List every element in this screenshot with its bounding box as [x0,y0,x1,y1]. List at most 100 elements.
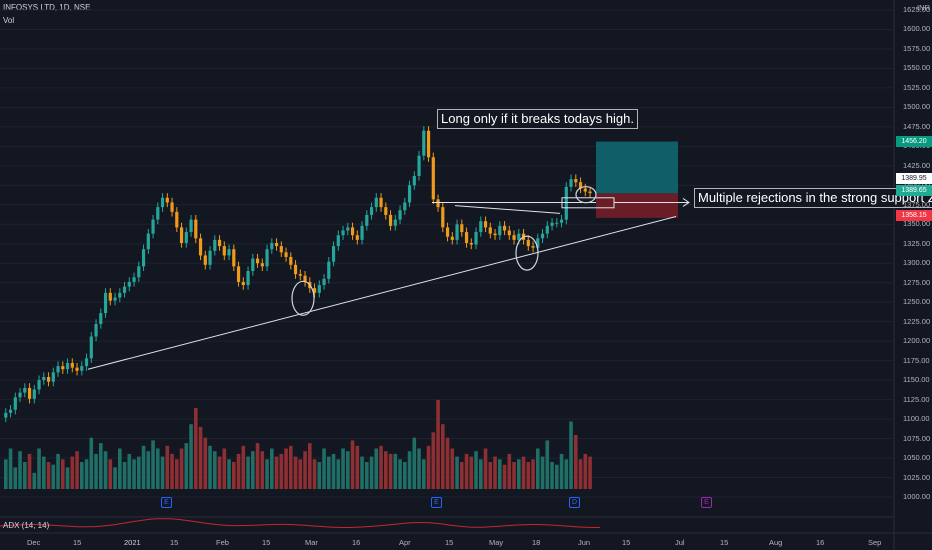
candle-body [118,292,122,298]
rejection-note-annotation[interactable]: Multiple rejections in the strong suppor… [694,188,932,208]
volume-bar [156,448,160,489]
candle-body [517,233,521,240]
candle-body [298,274,302,276]
candle-body [56,366,60,373]
earnings-icon[interactable]: E [431,497,442,508]
volume-bar [303,451,307,489]
candle-body [32,389,36,399]
arrow-head-icon [682,198,690,207]
price-tag: 1389.65 [896,185,932,196]
volume-bar [403,462,407,489]
time-tick-label: Mar [305,538,318,547]
volume-bar [550,462,554,489]
candle-body [365,214,369,226]
volume-bar [355,445,360,489]
candle-body [70,362,74,368]
candle-body [13,397,17,410]
earnings-icon[interactable]: E [161,497,172,508]
volume-label[interactable]: Vol [3,16,15,25]
volume-bar [298,459,303,489]
candle-body [27,387,32,399]
candle-body [122,286,127,293]
time-tick-label: 2021 [124,538,141,547]
candle-body [550,222,554,226]
candle-body [141,249,146,267]
volume-bar [531,459,535,489]
earnings-icon[interactable]: E [701,497,712,508]
volume-bar [460,462,464,489]
time-tick-label: 15 [622,538,631,547]
volume-bar [474,451,478,489]
candle-body [569,179,573,187]
dividend-icon[interactable]: D [569,497,580,508]
price-tick-label: 1600.00 [903,24,931,34]
long-note-annotation[interactable]: Long only if it breaks todays high. [437,109,638,129]
candle-body [393,219,397,226]
candle-body [189,219,193,233]
volume-bar [170,453,174,489]
price-tick-label: 1050.00 [903,453,931,463]
candle-body [341,230,345,236]
volume-bar [483,448,488,489]
volume-bar [255,443,260,489]
candle-body [279,246,283,253]
price-tick-label: 1350.00 [903,219,931,229]
price-tick-label: 1425.00 [903,160,931,170]
candle-body [336,235,340,247]
volume-bar [369,456,374,489]
volume-bar [108,459,113,489]
price-tick-label: 1475.00 [903,121,931,131]
volume-bar [327,456,331,489]
candle-body [331,246,336,262]
volume-bar [236,453,241,489]
time-tick-label: Aug [769,538,783,547]
candle-body [412,175,416,186]
candle-body [293,264,298,275]
time-tick-label: 15 [73,538,82,547]
price-tick-label: 1400.00 [903,180,930,189]
volume-bar [559,453,564,489]
volume-bar [293,456,298,489]
volume-bar [317,462,322,489]
volume-bar [512,462,516,489]
candle-body [255,258,260,264]
candle-body [498,225,502,236]
volume-bar [222,448,227,489]
candle-body [512,235,516,240]
candle-body [312,288,317,293]
volume-bar [588,456,592,489]
volume-bar [127,453,132,489]
volume-bar [517,459,521,489]
candle-body [127,281,131,287]
time-tick-label: 18 [532,538,541,547]
candle-body [194,219,198,239]
candle-body [583,188,587,192]
candle-body [488,227,492,234]
candle-body [374,197,378,208]
candle-body [198,238,203,256]
volume-bar [241,445,246,489]
candle-body [545,225,549,234]
candle-body [241,281,245,286]
candle-body [8,409,13,413]
price-tick-label: 1325.00 [903,238,931,248]
volume-bar [46,462,51,489]
volume-bar [260,451,265,489]
price-tick-label: 1175.00 [903,355,930,365]
candle-body [236,266,241,282]
candle-body [37,380,41,390]
candle-body [431,157,435,200]
adx-label[interactable]: ADX (14, 14) [3,521,50,530]
candle-body [156,207,160,220]
volume-bar [564,459,569,489]
volume-bar [227,459,231,489]
candle-body [170,202,174,212]
candle-body [369,207,374,215]
volume-bar [80,462,84,489]
volume-bar [488,462,493,489]
candle-body [42,377,46,381]
candle-body [555,222,559,224]
symbol-title[interactable]: INFOSYS LTD, 1D, NSE [3,3,91,12]
volume-bar [407,451,412,489]
